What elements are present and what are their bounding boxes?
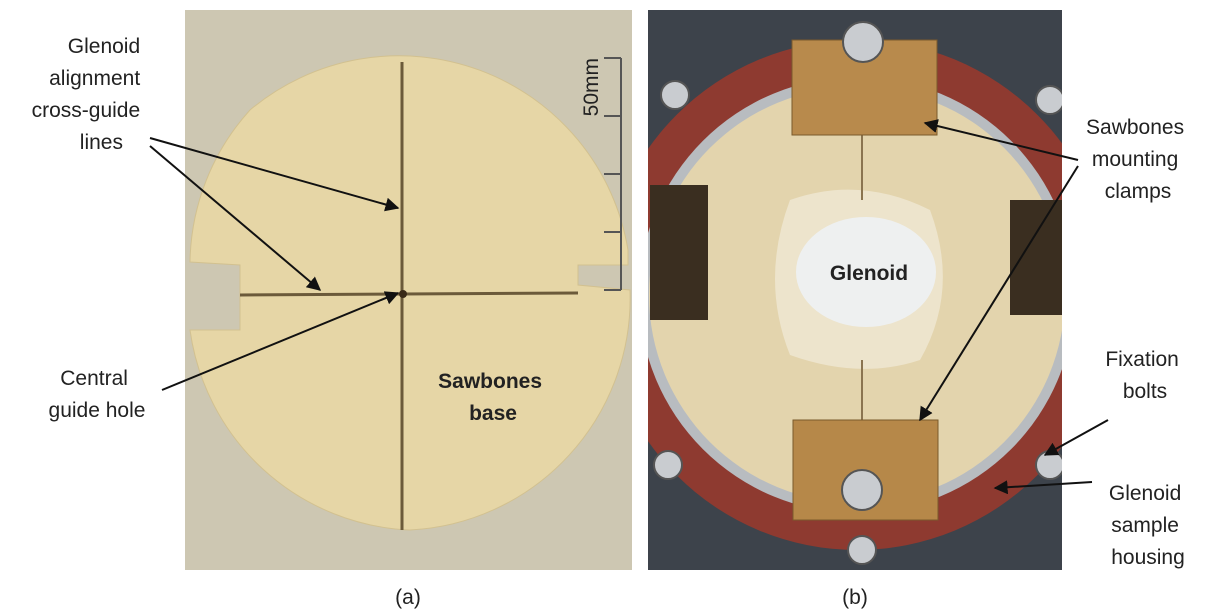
glenoid-label: Glenoid xyxy=(830,262,908,285)
clamps-label: Sawbones mounting clamps xyxy=(1086,116,1190,203)
caption-a: (a) xyxy=(395,586,421,609)
bolts-label: Fixation bolts xyxy=(1105,348,1184,403)
cross-guide-label: Glenoid alignment cross-guide lines xyxy=(32,35,146,154)
caption-b: (b) xyxy=(842,586,868,609)
photo-a xyxy=(185,10,632,570)
scale-label: 50mm xyxy=(580,58,603,116)
figure: 50mm Sawbones base Glenoid xyxy=(0,0,1215,610)
hole-label: Central guide hole xyxy=(49,367,146,422)
housing-label: Glenoid sample housing xyxy=(1109,482,1187,569)
